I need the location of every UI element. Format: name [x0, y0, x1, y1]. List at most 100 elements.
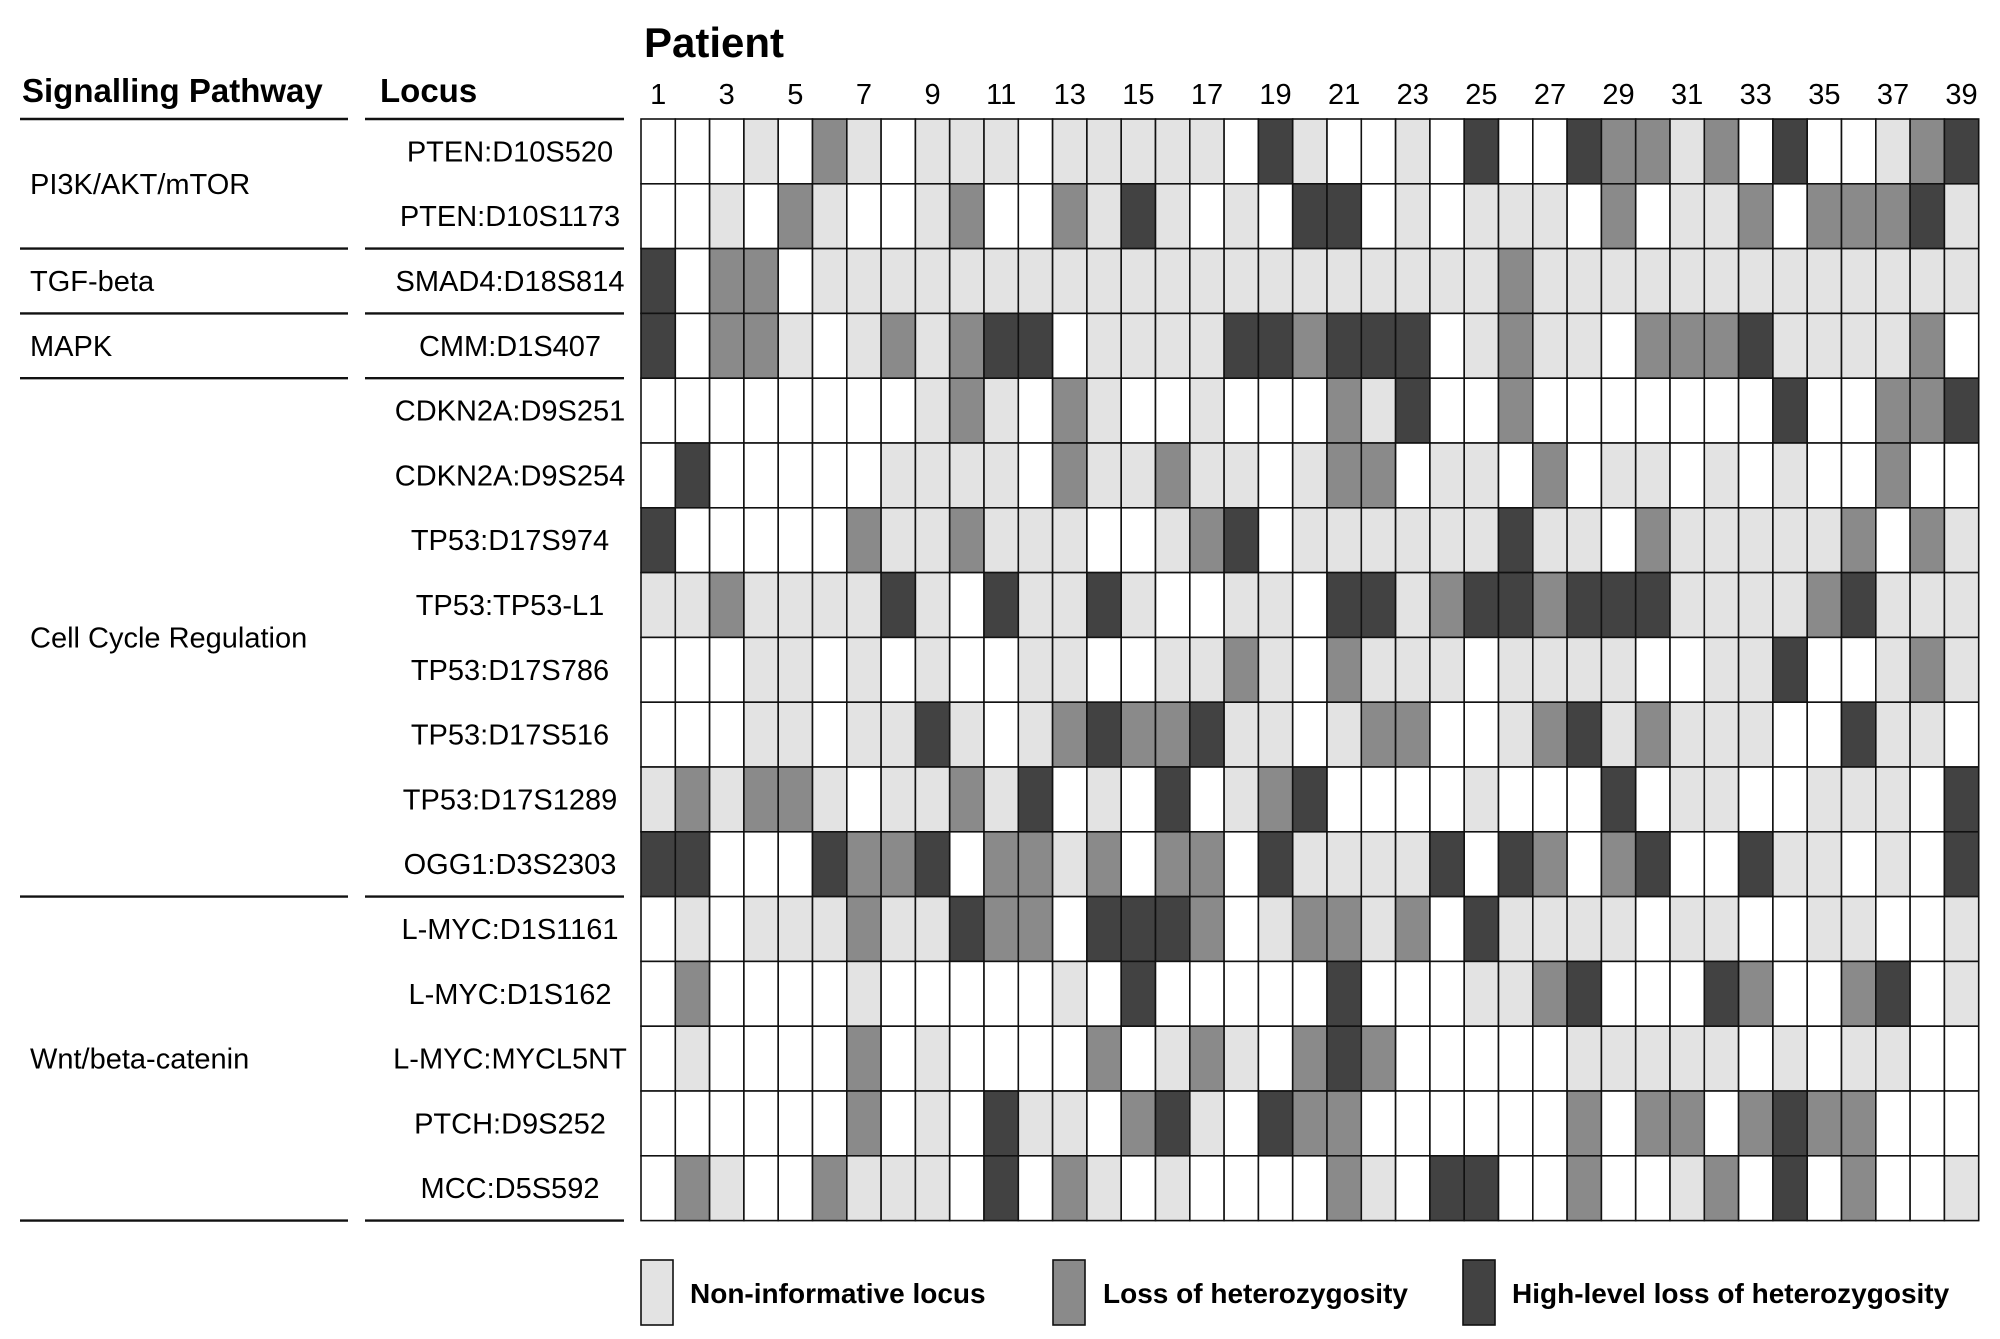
heatmap-cell [1634, 895, 1671, 963]
heatmap-cell [914, 701, 951, 768]
heatmap-cell [1326, 1155, 1363, 1222]
heatmap-cell [811, 247, 848, 315]
heatmap-cell [845, 1090, 882, 1157]
heatmap-cell [1532, 830, 1568, 898]
heatmap-cell [1806, 312, 1843, 379]
heatmap-cell [880, 830, 917, 898]
heatmap-cell [1360, 571, 1397, 639]
heatmap-cell [1257, 571, 1294, 639]
heatmap-cell [1291, 701, 1328, 768]
heatmap-cell [1943, 1025, 1980, 1092]
heatmap-cell [640, 1025, 677, 1092]
heatmap-cell [1806, 571, 1843, 639]
heatmap-cell [1154, 312, 1191, 379]
heatmap-cell [1360, 377, 1397, 444]
heatmap-cell [743, 1090, 780, 1157]
heatmap-cell [1634, 701, 1671, 768]
x-tick-label: 15 [1122, 79, 1154, 111]
heatmap-cell [811, 960, 848, 1028]
heatmap-cell [1360, 442, 1397, 509]
heatmap-cell [1600, 1155, 1637, 1222]
heatmap-cell [1189, 377, 1225, 444]
heatmap-cell [1154, 442, 1191, 509]
heatmap-cell [948, 960, 985, 1028]
heatmap-cell [811, 571, 848, 639]
heatmap-cell [1257, 960, 1294, 1028]
heatmap-cell [1051, 766, 1088, 833]
heatmap-cell [1051, 377, 1088, 444]
x-tick-label: 13 [1054, 79, 1086, 111]
heatmap-cell [880, 183, 917, 250]
heatmap-cell [1566, 1090, 1603, 1157]
heatmap-cell [743, 960, 780, 1028]
heatmap-cell [1532, 118, 1568, 185]
heatmap-cell [1360, 701, 1397, 768]
heatmap-cell [1154, 1155, 1191, 1222]
heatmap-cell [1669, 1090, 1706, 1157]
heatmap-cell [1669, 571, 1706, 639]
heatmap-cell [1189, 247, 1225, 315]
heatmap-cell [1291, 830, 1328, 898]
locus-label: TP53:D17S974 [411, 525, 609, 557]
heatmap-cell [1737, 766, 1774, 833]
heatmap-cell [1737, 377, 1774, 444]
heatmap-cell [1840, 636, 1877, 704]
heatmap-cell [948, 312, 985, 379]
heatmap-cell [1223, 506, 1260, 574]
heatmap-cell [983, 118, 1020, 185]
heatmap-cell [845, 312, 882, 379]
heatmap-cell [1772, 701, 1809, 768]
heatmap-cell [1291, 183, 1328, 250]
heatmap-cell [1532, 377, 1568, 444]
heatmap-cell [948, 442, 985, 509]
heatmap-cell [1223, 1155, 1260, 1222]
heatmap-cell [674, 571, 711, 639]
heatmap-cell [1051, 1155, 1088, 1222]
heatmap-cell [1257, 1090, 1294, 1157]
heatmap-cell [674, 1155, 711, 1222]
heatmap-cell [983, 895, 1020, 963]
heatmap-cell [1291, 118, 1328, 185]
heatmap-cell [1326, 506, 1363, 574]
heatmap-cell [1497, 183, 1534, 250]
heatmap-cell [1017, 571, 1054, 639]
heatmap-cell [1566, 571, 1603, 639]
heatmap-cell [1086, 571, 1123, 639]
heatmap-cell [1703, 118, 1740, 185]
heatmap-cell [1532, 247, 1568, 315]
heatmap-cell [1429, 118, 1466, 185]
heatmap-cell [1017, 766, 1054, 833]
heatmap-cell [743, 183, 780, 250]
heatmap-cell [708, 118, 745, 185]
heatmap-cell [1051, 118, 1088, 185]
heatmap-cell [1086, 312, 1123, 379]
heatmap-cell [1840, 506, 1877, 574]
heatmap-cell [1566, 442, 1603, 509]
heatmap-cell [1086, 636, 1123, 704]
heatmap-cell [1189, 312, 1225, 379]
heatmap-cell [1943, 118, 1980, 185]
heatmap-cell [1086, 247, 1123, 315]
heatmap-cell [1257, 636, 1294, 704]
heatmap-cell [1943, 1155, 1980, 1222]
heatmap-cell [983, 636, 1020, 704]
heatmap-cell [1840, 830, 1877, 898]
x-tick-label: 33 [1740, 79, 1772, 111]
heatmap-cell [1360, 312, 1397, 379]
heatmap-cell [1223, 442, 1260, 509]
heatmap-cell [1840, 701, 1877, 768]
heatmap-cell [948, 701, 985, 768]
heatmap-cell [1120, 1025, 1157, 1092]
locus-label: L-MYC:D1S1161 [401, 914, 618, 946]
heatmap-cell [845, 571, 882, 639]
heatmap-cell [1497, 442, 1534, 509]
heatmap-cell [1566, 960, 1603, 1028]
heatmap-cell [1909, 701, 1946, 768]
heatmap-cell [1086, 960, 1123, 1028]
heatmap-cell [1806, 701, 1843, 768]
heatmap-cell [1326, 766, 1363, 833]
heatmap-cell [1532, 312, 1568, 379]
heatmap-cell [948, 766, 985, 833]
heatmap-cell [1840, 377, 1877, 444]
heatmap-cell [674, 766, 711, 833]
